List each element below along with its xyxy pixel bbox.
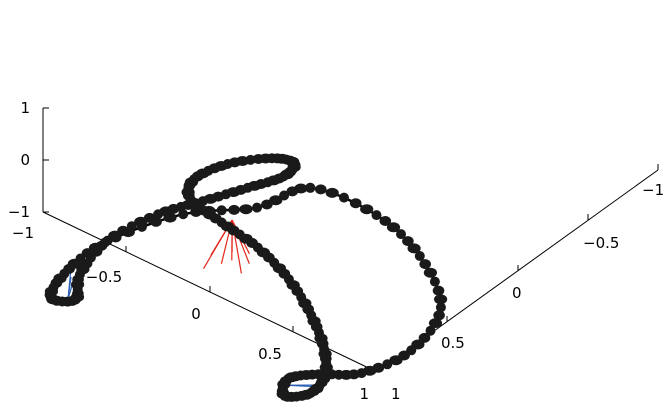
x-tick-label: −0.5 [86,268,122,286]
data-point [402,236,414,247]
data-point [294,183,308,194]
data-point [153,209,164,220]
y-tick-label: −1 [642,181,663,199]
data-point [99,237,110,248]
data-point [432,285,445,296]
blue-link-line [67,273,72,300]
data-point [252,202,262,213]
data-layer [44,153,448,402]
data-point [178,209,189,220]
x-tick-label: 0 [191,305,201,323]
data-point [163,212,177,223]
data-point [239,204,253,215]
data-point [407,243,421,254]
data-point [423,267,437,278]
data-point [386,222,401,233]
x-tick-label: 0.5 [258,345,282,363]
y-tick-label: −0.5 [583,234,619,252]
data-point [379,216,392,226]
data-point [396,229,406,240]
data-point [360,204,374,215]
data-point [305,182,316,193]
data-point [339,192,349,203]
data-point [279,190,290,201]
data-point [414,251,425,261]
data-point [88,242,103,253]
data-point [150,216,162,227]
data-point [315,184,327,195]
data-point [425,325,436,336]
data-point [190,207,202,217]
data-point [136,221,147,232]
z-tick-label: 1 [20,99,30,117]
data-point [434,294,448,305]
data-point [269,195,283,206]
data-point [109,232,122,243]
x-tick-label: 1 [359,385,369,403]
axes: 1 0 −1 −1 −0.5 0 0.5 1 1 0.5 0 −0.5 −1 [8,99,663,403]
y-tick-label: 1 [391,385,401,403]
data-point [389,355,403,366]
data-point [349,198,362,209]
x-tick-label: −1 [12,224,34,242]
z-tick-label: 0 [20,151,30,169]
data-point [216,205,227,216]
z-tick-label: −1 [8,203,30,221]
data-point [435,302,446,313]
data-point [433,310,445,321]
data-point [429,276,440,287]
data-point [202,205,216,216]
data-point [228,204,240,215]
y-tick-label: 0.5 [441,334,465,352]
data-point [121,227,135,238]
data-point [382,359,393,370]
y-tick-label: 0 [512,284,522,302]
data-point [428,318,443,329]
data-point [371,210,382,221]
data-point [325,187,339,198]
data-point [419,259,432,270]
